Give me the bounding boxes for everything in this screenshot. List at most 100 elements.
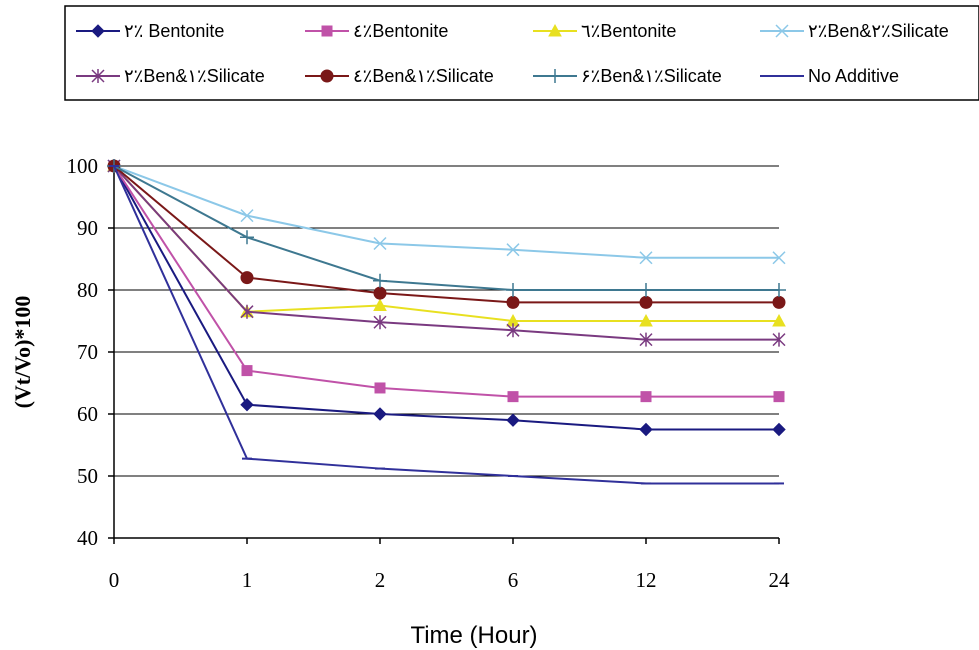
legend-label-7: ۶٪Ben&١٪Silicate (581, 66, 722, 86)
series-2-point-6-shape (773, 391, 785, 403)
legend-swatch-marker-6 (320, 69, 334, 83)
series-7-point-5-shape (639, 283, 653, 297)
legend-swatch-marker-4-shape (775, 24, 789, 38)
series-4-line (113, 165, 779, 259)
series-6-point-2 (240, 271, 254, 285)
series-6-point-4-shape (506, 295, 520, 309)
series-3-point-5 (639, 313, 653, 327)
y-tick-label-100: 100 (67, 154, 99, 178)
series-6-point-5 (639, 295, 653, 309)
series-6 (107, 159, 786, 309)
y-tick-label-90: 90 (77, 216, 98, 240)
legend-swatch-marker-3 (548, 23, 562, 37)
series-6-point-3-shape (373, 286, 387, 300)
legend-swatch-marker-7-shape (548, 69, 562, 83)
series-4-point-6-shape (772, 251, 786, 265)
series-2-point-6 (773, 391, 785, 403)
legend-swatch-marker-1 (91, 24, 105, 38)
series-5-point-4 (506, 323, 520, 338)
series-5-point-6-shape (772, 332, 786, 347)
series-3 (107, 158, 786, 327)
series-7-point-6-shape (772, 283, 786, 297)
series-5-point-3 (373, 315, 387, 330)
series-7-point-4-shape (506, 283, 520, 297)
series-6-point-3 (373, 286, 387, 300)
series-7-point-6 (772, 283, 786, 297)
y-tick-label-40: 40 (77, 526, 98, 550)
series-7-point-4 (506, 283, 520, 297)
series-4-point-6 (772, 251, 786, 265)
series-6-point-6 (772, 295, 786, 309)
series-5-point-2 (240, 304, 254, 319)
legend: ٢٪ Bentonite ٤٪Bentonite ٦٪Bentonite ٢٪Ben&… (64, 5, 979, 101)
series-4-point-3-shape (373, 236, 387, 251)
legend-label-8: No Additive (808, 66, 899, 86)
series-2 (108, 160, 785, 403)
series-5-point-4-shape (506, 323, 520, 338)
series-4-point-4-shape (506, 243, 520, 257)
legend-label-1: ٢٪ Bentonite (124, 21, 224, 41)
legend-item-4: ٢٪Ben&٢٪Silicate (760, 21, 949, 41)
legend-swatch-marker-5-shape (91, 69, 105, 83)
x-tick-label-12: 12 (636, 568, 657, 592)
series-5-line (113, 165, 779, 341)
series-8 (109, 165, 784, 485)
legend-item-5: ٢٪Ben&١٪Silicate (76, 66, 265, 86)
legend-label-4: ٢٪Ben&٢٪Silicate (808, 21, 949, 41)
series-3-point-3-shape (373, 298, 387, 311)
legend-item-3: ٦٪Bentonite (533, 21, 676, 41)
series-2-point-2 (241, 365, 253, 377)
series-6-point-6-shape (772, 295, 786, 309)
series-4-point-5-shape (639, 251, 653, 265)
y-tick-label-70: 70 (77, 340, 98, 364)
series-1-point-4 (506, 413, 520, 427)
series-4-point-5 (639, 251, 653, 265)
legend-label-2: ٤٪Bentonite (353, 21, 448, 41)
legend-item-2: ٤٪Bentonite (305, 21, 448, 41)
series-2-point-4 (507, 391, 519, 403)
x-tick-label-24: 24 (769, 568, 791, 592)
x-tick-label-0: 0 (109, 568, 120, 592)
series-7-point-2-shape (240, 230, 254, 245)
series-1-point-2-shape (240, 397, 254, 412)
legend-swatch-marker-7 (548, 69, 562, 83)
legend-swatch-marker-5 (91, 69, 105, 83)
series-3-point-6-shape (772, 313, 786, 327)
series-5-point-5 (639, 332, 653, 347)
series-2-point-3 (374, 382, 386, 394)
series-3-point-3 (373, 298, 387, 311)
series-6-point-4 (506, 295, 520, 309)
y-tick-label-60: 60 (77, 402, 98, 426)
x-axis-label: Time (Hour) (410, 622, 537, 649)
series-4-point-4 (506, 243, 520, 257)
series-1-point-4-shape (506, 413, 520, 427)
series-4-point-3 (373, 236, 387, 251)
series-4-point-2 (240, 209, 254, 223)
series-5-point-2-shape (240, 304, 254, 319)
legend-label-3: ٦٪Bentonite (581, 21, 676, 41)
series-6-line (113, 165, 779, 304)
series-5 (107, 159, 786, 347)
series-1-point-6 (772, 422, 786, 437)
series-7-line (113, 165, 779, 291)
series-3-point-6 (772, 313, 786, 327)
series-7-point-3-shape (373, 273, 387, 288)
series-1-line (113, 165, 779, 431)
series-5-point-5-shape (639, 332, 653, 347)
legend-item-6: ٤٪Ben&١٪Silicate (305, 66, 494, 86)
series-1-point-3 (373, 407, 387, 421)
series-1-point-5 (639, 422, 653, 437)
series-6-point-2-shape (240, 271, 254, 285)
series-layer (107, 158, 786, 485)
series-4-point-2-shape (240, 209, 254, 223)
legend-box (64, 5, 979, 101)
legend-swatch-marker-4 (775, 24, 789, 38)
series-7-point-3 (373, 273, 387, 288)
legend-swatch-marker-2-shape (321, 25, 333, 37)
series-1-point-2 (240, 397, 254, 412)
series-5-point-6 (772, 332, 786, 347)
legend-swatch-marker-3-shape (548, 23, 562, 37)
series-3-point-5-shape (639, 313, 653, 327)
